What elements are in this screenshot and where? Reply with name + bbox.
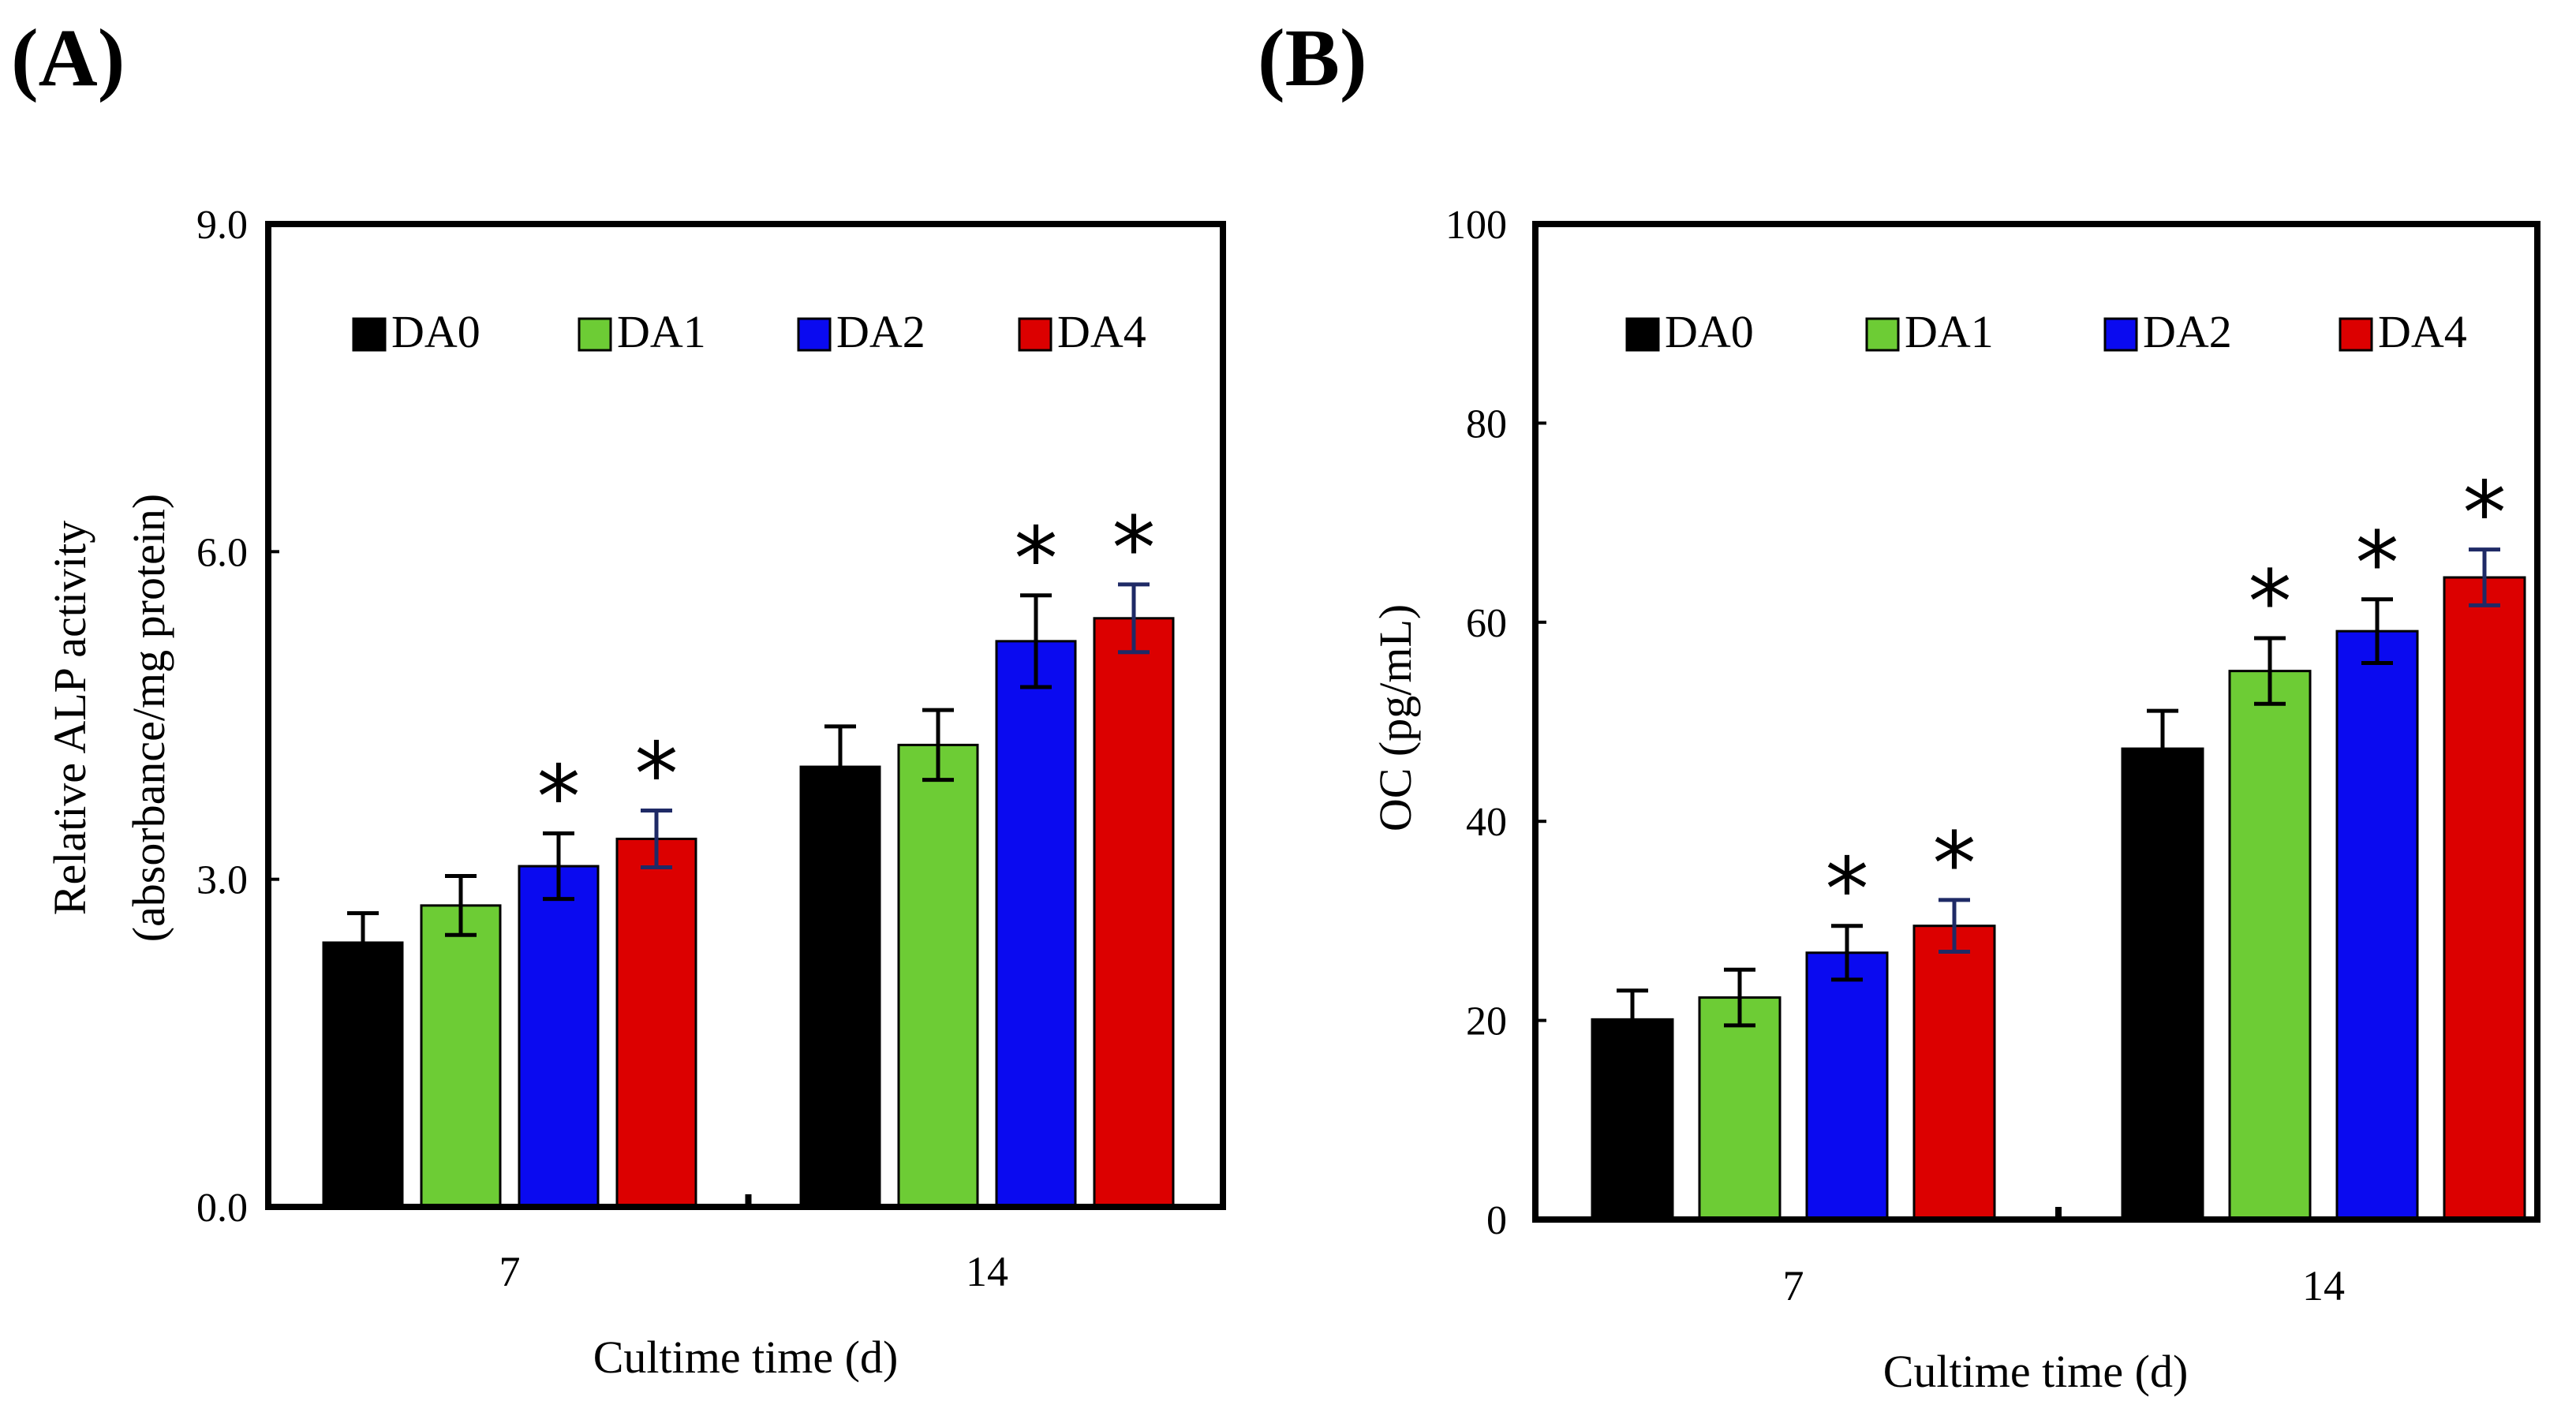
legend-label-da1: DA1 bbox=[1905, 306, 1994, 357]
significance-marker: * bbox=[1933, 813, 1976, 914]
y-tick-label: 6.0 bbox=[196, 530, 248, 575]
bar-da2-day14 bbox=[995, 640, 1077, 1208]
significance-marker: * bbox=[2463, 463, 2507, 564]
x-axis-title: Cultime time (d) bbox=[1883, 1346, 2189, 1397]
y-tick-label: 20 bbox=[1466, 999, 1507, 1044]
bar-da4-day14 bbox=[1093, 617, 1175, 1208]
significance-marker: * bbox=[1112, 498, 1156, 599]
x-tick-label: 7 bbox=[499, 1248, 521, 1295]
legend-swatch-da0 bbox=[1625, 317, 1660, 352]
bar-da0-day7 bbox=[322, 941, 404, 1208]
bar-da2-day7 bbox=[1805, 951, 1889, 1221]
y-axis-title: OC (pg/mL) bbox=[1370, 604, 1421, 831]
bar-da4-day14 bbox=[2443, 576, 2526, 1221]
y-tick-label: 0 bbox=[1486, 1198, 1507, 1243]
bar-da1-day7 bbox=[1698, 996, 1782, 1221]
legend-label-da4: DA4 bbox=[1057, 306, 1146, 357]
legend-swatch-da1 bbox=[1865, 317, 1900, 352]
panel-b: (B) 0 20 40 60 80 100 OC (pg/mL) * * * * * 7 14 Cultime… bbox=[1258, 13, 2540, 1397]
significance-marker: * bbox=[537, 747, 581, 848]
legend-swatch-da4 bbox=[2339, 317, 2373, 352]
significance-marker: * bbox=[2356, 513, 2399, 614]
bar-da0-day14 bbox=[2121, 747, 2204, 1221]
legend-swatch-da2 bbox=[797, 317, 832, 352]
legend-swatch-da2 bbox=[2103, 317, 2138, 352]
bar-da0-day14 bbox=[799, 765, 881, 1208]
legend-swatch-da1 bbox=[578, 317, 612, 352]
legend-label-da0: DA0 bbox=[391, 306, 480, 357]
y-tick-label: 3.0 bbox=[196, 858, 248, 903]
y-tick-label: 9.0 bbox=[196, 203, 248, 248]
bar-da1-day14 bbox=[2228, 670, 2312, 1221]
bar-da1-day7 bbox=[420, 904, 502, 1208]
plot-frame bbox=[265, 221, 1226, 1210]
bar-da2-day14 bbox=[2335, 629, 2419, 1221]
legend-label-da0: DA0 bbox=[1665, 306, 1754, 357]
y-tick-label: 100 bbox=[1445, 203, 1507, 248]
bar-da4-day7 bbox=[1912, 925, 1996, 1221]
panel-label: (A) bbox=[11, 13, 125, 103]
legend-label-da2: DA2 bbox=[2143, 306, 2232, 357]
y-tick-label: 80 bbox=[1466, 402, 1507, 446]
y-tick-label: 40 bbox=[1466, 800, 1507, 845]
x-tick-label: 14 bbox=[2302, 1262, 2345, 1309]
y-axis-title: Relative ALP activity bbox=[44, 521, 95, 915]
panel-label: (B) bbox=[1258, 13, 1367, 103]
legend-label-da1: DA1 bbox=[617, 306, 706, 357]
legend-swatch-da4 bbox=[1018, 317, 1052, 352]
legend-label-da4: DA4 bbox=[2378, 306, 2467, 357]
bar-da4-day7 bbox=[615, 837, 697, 1208]
x-axis-title: Cultime time (d) bbox=[593, 1332, 899, 1383]
plot-frame bbox=[1532, 221, 2540, 1223]
y-tick-label: 0.0 bbox=[196, 1186, 248, 1231]
significance-marker: * bbox=[1015, 509, 1058, 610]
bar-da2-day7 bbox=[518, 865, 600, 1208]
legend-label-da2: DA2 bbox=[836, 306, 925, 357]
x-tick-label: 7 bbox=[1783, 1262, 1804, 1309]
legend-swatch-da0 bbox=[352, 317, 387, 352]
significance-marker: * bbox=[1826, 839, 1869, 940]
x-tick-label: 14 bbox=[966, 1248, 1008, 1295]
y-axis-subtitle: (absorbance/mg protein) bbox=[123, 494, 174, 943]
significance-marker: * bbox=[635, 723, 679, 824]
bar-da1-day14 bbox=[897, 743, 979, 1208]
panel-a: (A) 0.0 3.0 6.0 9.0 Relative ALP activity (abs… bbox=[11, 13, 1226, 1383]
y-tick-label: 60 bbox=[1466, 601, 1507, 646]
significance-marker: * bbox=[2249, 551, 2292, 652]
